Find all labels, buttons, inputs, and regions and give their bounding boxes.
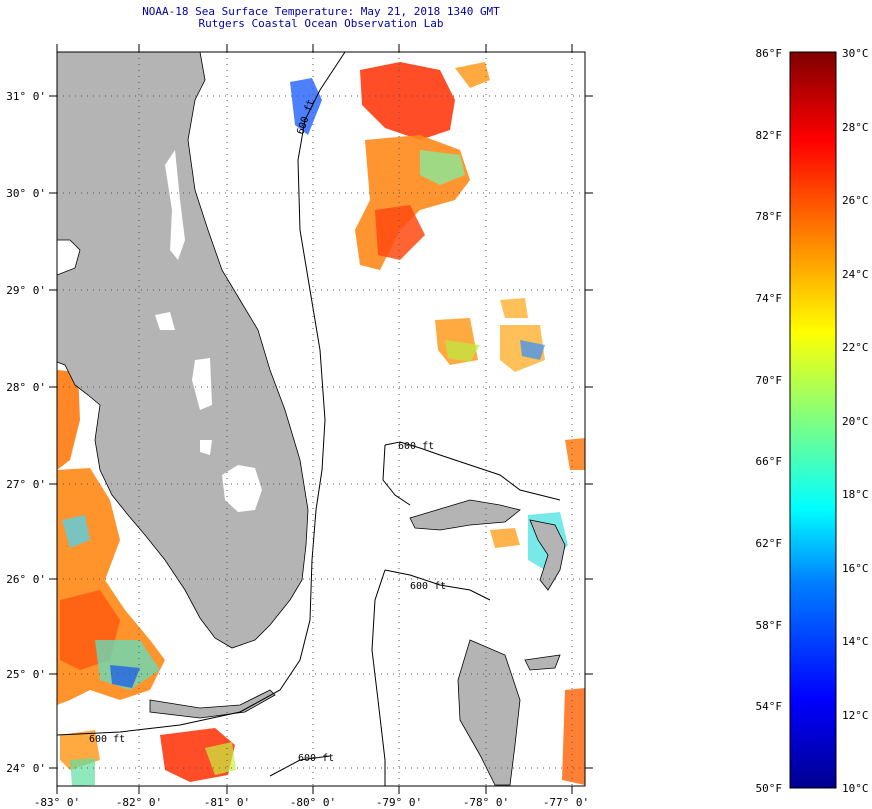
contour-great-bahama-bank <box>371 569 491 786</box>
latitude-label: 26° 0' <box>6 573 46 586</box>
latitude-label: 29° 0' <box>6 284 46 297</box>
contour-south <box>269 755 331 777</box>
lat-lon-grid <box>57 52 585 786</box>
florida-keys <box>149 689 276 719</box>
bahamas-islands <box>524 654 561 671</box>
sst-data <box>57 62 585 786</box>
latitude-label: 24° 0' <box>6 762 46 775</box>
longitude-label: -77° 0' <box>543 796 589 809</box>
colorbar-f-label: 66°F <box>756 455 783 468</box>
colorbar-c-label: 24°C <box>842 268 869 281</box>
colorbar-f-label: 50°F <box>756 782 783 795</box>
latitude-label: 31° 0' <box>6 90 46 103</box>
longitude-label: -80° 0' <box>290 796 336 809</box>
map-area: 600 ft 600 ft 600 ft 600 ft 600 ft <box>57 52 585 786</box>
bahamas-grand-bahama <box>409 499 521 531</box>
colorbar: 86°F 82°F 78°F 74°F 70°F 66°F 62°F 58°F … <box>756 47 869 795</box>
colorbar-f-label: 74°F <box>756 292 783 305</box>
lakes <box>155 150 262 512</box>
bahamas-abaco <box>529 519 566 591</box>
latitude-label: 25° 0' <box>6 668 46 681</box>
contour-little-bahama-bank <box>382 441 561 506</box>
map-subtitle: Rutgers Coastal Ocean Observation Lab <box>198 17 444 30</box>
colorbar-gradient <box>789 51 837 789</box>
colorbar-c-label: 26°C <box>842 194 869 207</box>
colorbar-c-label: 14°C <box>842 635 869 648</box>
longitude-label: -83° 0' <box>34 796 80 809</box>
contour-label: 600 ft <box>89 734 125 745</box>
colorbar-c-label: 20°C <box>842 415 869 428</box>
colorbar-f-label: 78°F <box>756 210 783 223</box>
map-title: NOAA-18 Sea Surface Temperature: May 21,… <box>142 5 500 18</box>
map-frame <box>56 51 586 787</box>
colorbar-c-label: 22°C <box>842 341 869 354</box>
colorbar-f-label: 62°F <box>756 537 783 550</box>
contour-label: 600 ft <box>398 441 434 452</box>
latitude-label: 30° 0' <box>6 187 46 200</box>
colorbar-c-label: 10°C <box>842 782 869 795</box>
colorbar-f-label: 82°F <box>756 129 783 142</box>
latitude-label: 28° 0' <box>6 381 46 394</box>
contour-label: 600 ft <box>298 753 334 764</box>
contour-label: 600 ft <box>410 581 446 592</box>
longitude-label: -78° 0' <box>463 796 509 809</box>
colorbar-f-label: 70°F <box>756 374 783 387</box>
contour-florida-east <box>57 52 346 736</box>
longitude-label: -82° 0' <box>116 796 162 809</box>
colorbar-c-label: 28°C <box>842 121 869 134</box>
latitude-label: 27° 0' <box>6 478 46 491</box>
depth-contours <box>57 52 561 786</box>
colorbar-f-label: 58°F <box>756 619 783 632</box>
colorbar-c-label: 12°C <box>842 709 869 722</box>
colorbar-f-label: 86°F <box>756 47 783 60</box>
longitude-label: -79° 0' <box>376 796 422 809</box>
colorbar-c-label: 16°C <box>842 562 869 575</box>
lake-okeechobee <box>222 465 262 512</box>
axis-ticks <box>49 44 593 794</box>
longitude-label: -81° 0' <box>204 796 250 809</box>
bahamas-andros <box>457 639 521 786</box>
colorbar-c-label: 30°C <box>842 47 869 60</box>
colorbar-c-label: 18°C <box>842 488 869 501</box>
colorbar-f-label: 54°F <box>756 700 783 713</box>
